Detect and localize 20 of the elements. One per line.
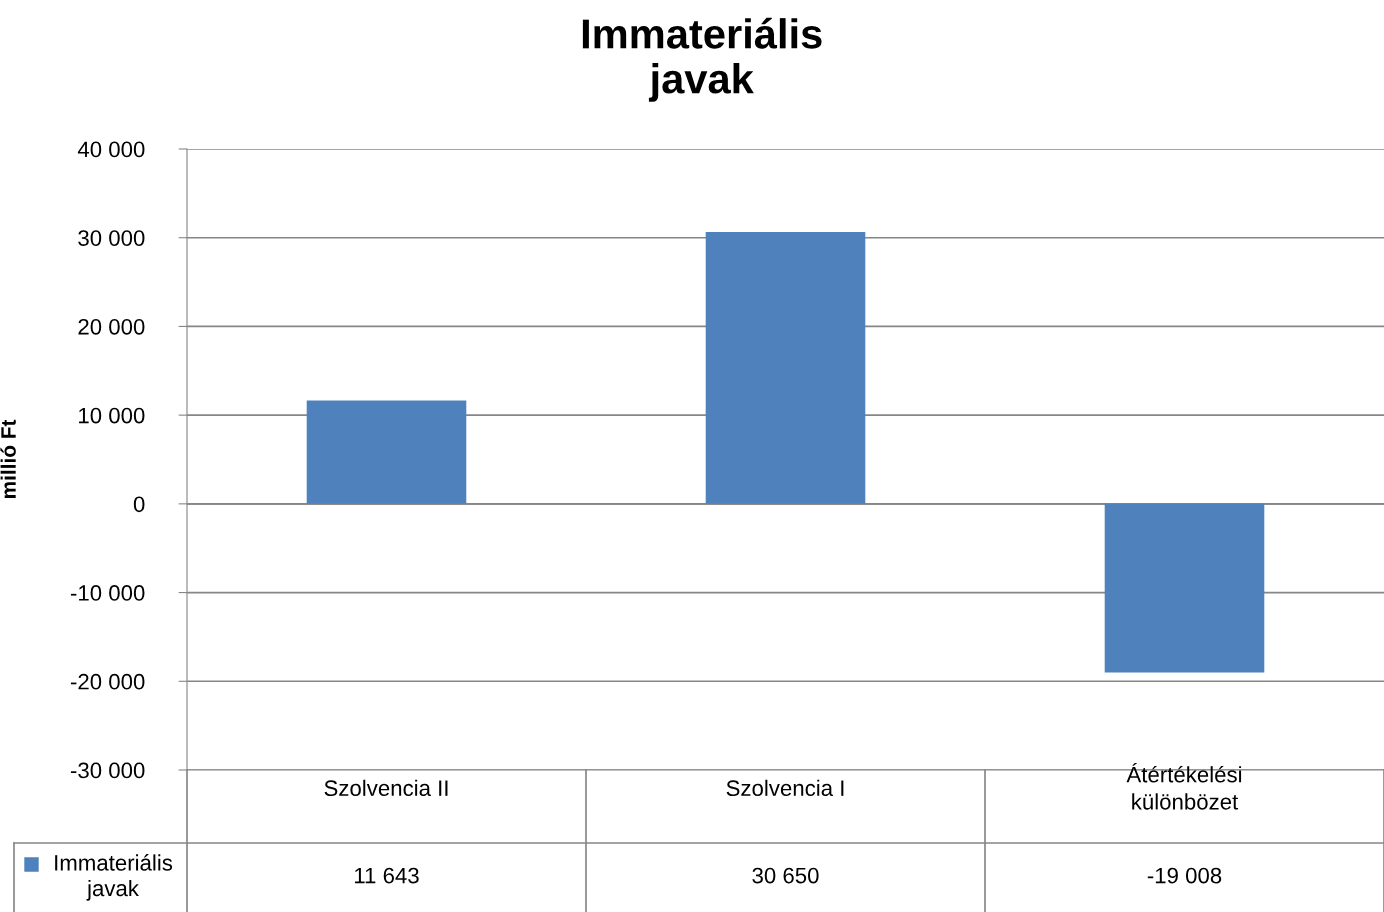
- data-label: 11 643: [355, 867, 419, 884]
- bar: [1104, 503, 1265, 673]
- x-tick-label: Szolvencia I: [726, 779, 844, 797]
- chart-title: Immateriális javak: [582, 17, 822, 102]
- y-tick-label: 20 000: [78, 318, 145, 335]
- y-axis-title: millió Ft: [0, 419, 16, 499]
- y-tick-label: -10 000: [70, 585, 145, 601]
- data-label: 30 650: [752, 867, 819, 884]
- x-tick-label: Szolvencia II: [324, 779, 448, 797]
- y-tick-label: 40 000: [77, 141, 145, 158]
- data-label: -19 008: [1147, 867, 1222, 884]
- legend-label: Immateriális javak: [55, 854, 173, 901]
- y-tick-label: -20 000: [70, 673, 145, 690]
- y-tick-label: 10 000: [79, 407, 145, 424]
- y-tick-label: 30 000: [78, 230, 145, 246]
- y-tick-label: 0: [133, 496, 145, 513]
- y-tick-label: -30 000: [70, 762, 145, 779]
- bar: [705, 231, 866, 504]
- bar: [306, 400, 467, 504]
- x-tick-label: Átértékelési különbözet: [1126, 762, 1242, 810]
